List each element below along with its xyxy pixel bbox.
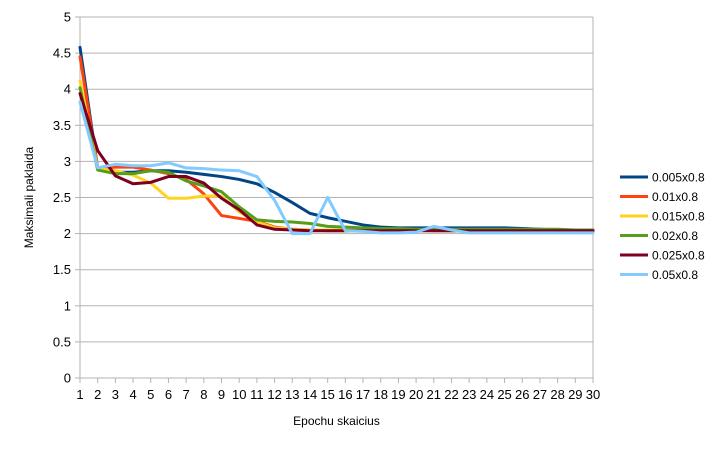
x-tick-label: 20 [409,387,423,402]
x-tick-label: 27 [533,387,547,402]
x-tick-label: 12 [267,387,281,402]
x-tick-label: 23 [462,387,476,402]
x-tick-label: 30 [586,387,600,402]
y-axis-title: Maksimali paklaida [22,146,36,248]
x-tick-label: 14 [303,387,317,402]
y-tick-label: 0 [64,371,71,386]
legend-item: 0.025x0.8 [620,249,705,263]
y-tick-label: 1.5 [53,262,71,277]
x-tick-label: 25 [497,387,511,402]
gridlines [80,16,593,379]
x-tick-label: 18 [373,387,387,402]
x-tick-label: 4 [129,387,136,402]
x-tick-label: 19 [391,387,405,402]
tick-labels: 00.511.522.533.544.551 2 3 4 5 6 7 8 9 10 11 12 13 14… [53,10,600,403]
series-line-0.015x0.8 [78,79,595,232]
x-tick-label: 1 [76,387,83,402]
legend-label: 0.015x0.8 [652,210,705,224]
legend-label: 0.005x0.8 [652,171,705,185]
legend-item: 0.005x0.8 [620,171,705,185]
x-tick-label: 21 [427,387,441,402]
axes [75,16,594,383]
x-tick-label: 6 [165,387,172,402]
series-line-0.025x0.8 [78,92,595,233]
y-tick-label: 5 [64,10,71,25]
series-line-0.005x0.8 [78,45,595,232]
y-tick-label: 3.5 [53,118,71,133]
x-axis-title: Epochu skaicius [293,414,380,428]
series-line-0.02x0.8 [78,86,595,232]
x-tick-label: 10 [232,387,246,402]
x-tick-label: 3 [112,387,119,402]
x-tick-label: 5 [147,387,154,402]
y-tick-label: 4.5 [53,46,71,61]
x-tick-label: 26 [515,387,529,402]
legend: 0.005x0.8 0.01x0.8 0.015x0.8 0.02x0.8 0.025x… [620,171,705,282]
x-tick-label: 7 [183,387,190,402]
legend-item: 0.015x0.8 [620,210,705,224]
x-tick-label: 22 [444,387,458,402]
y-tick-label: 0.5 [53,334,71,349]
x-tick-label: 24 [480,387,494,402]
legend-item: 0.05x0.8 [620,268,698,282]
x-tick-label: 16 [338,387,352,402]
x-tick-label: 28 [550,387,564,402]
x-tick-label: 15 [320,387,334,402]
legend-label: 0.01x0.8 [652,190,698,204]
legend-label: 0.025x0.8 [652,249,705,263]
series-line-0.01x0.8 [78,55,595,233]
x-tick-label: 9 [218,387,225,402]
x-tick-label: 11 [250,387,264,402]
series-lines [78,45,595,236]
legend-label: 0.02x0.8 [652,229,698,243]
x-tick-label: 29 [568,387,582,402]
y-tick-label: 2 [64,226,71,241]
y-tick-label: 4 [64,82,71,97]
x-tick-label: 13 [285,387,299,402]
legend-item: 0.01x0.8 [620,190,698,204]
x-tick-label: 8 [200,387,207,402]
x-tick-label: 2 [94,387,101,402]
x-tick-label: 17 [356,387,370,402]
legend-label: 0.05x0.8 [652,268,698,282]
legend-item: 0.02x0.8 [620,229,698,243]
y-tick-label: 2.5 [53,190,71,205]
y-tick-label: 1 [64,298,71,313]
series-line-0.05x0.8 [78,100,595,236]
y-tick-label: 3 [64,154,71,169]
